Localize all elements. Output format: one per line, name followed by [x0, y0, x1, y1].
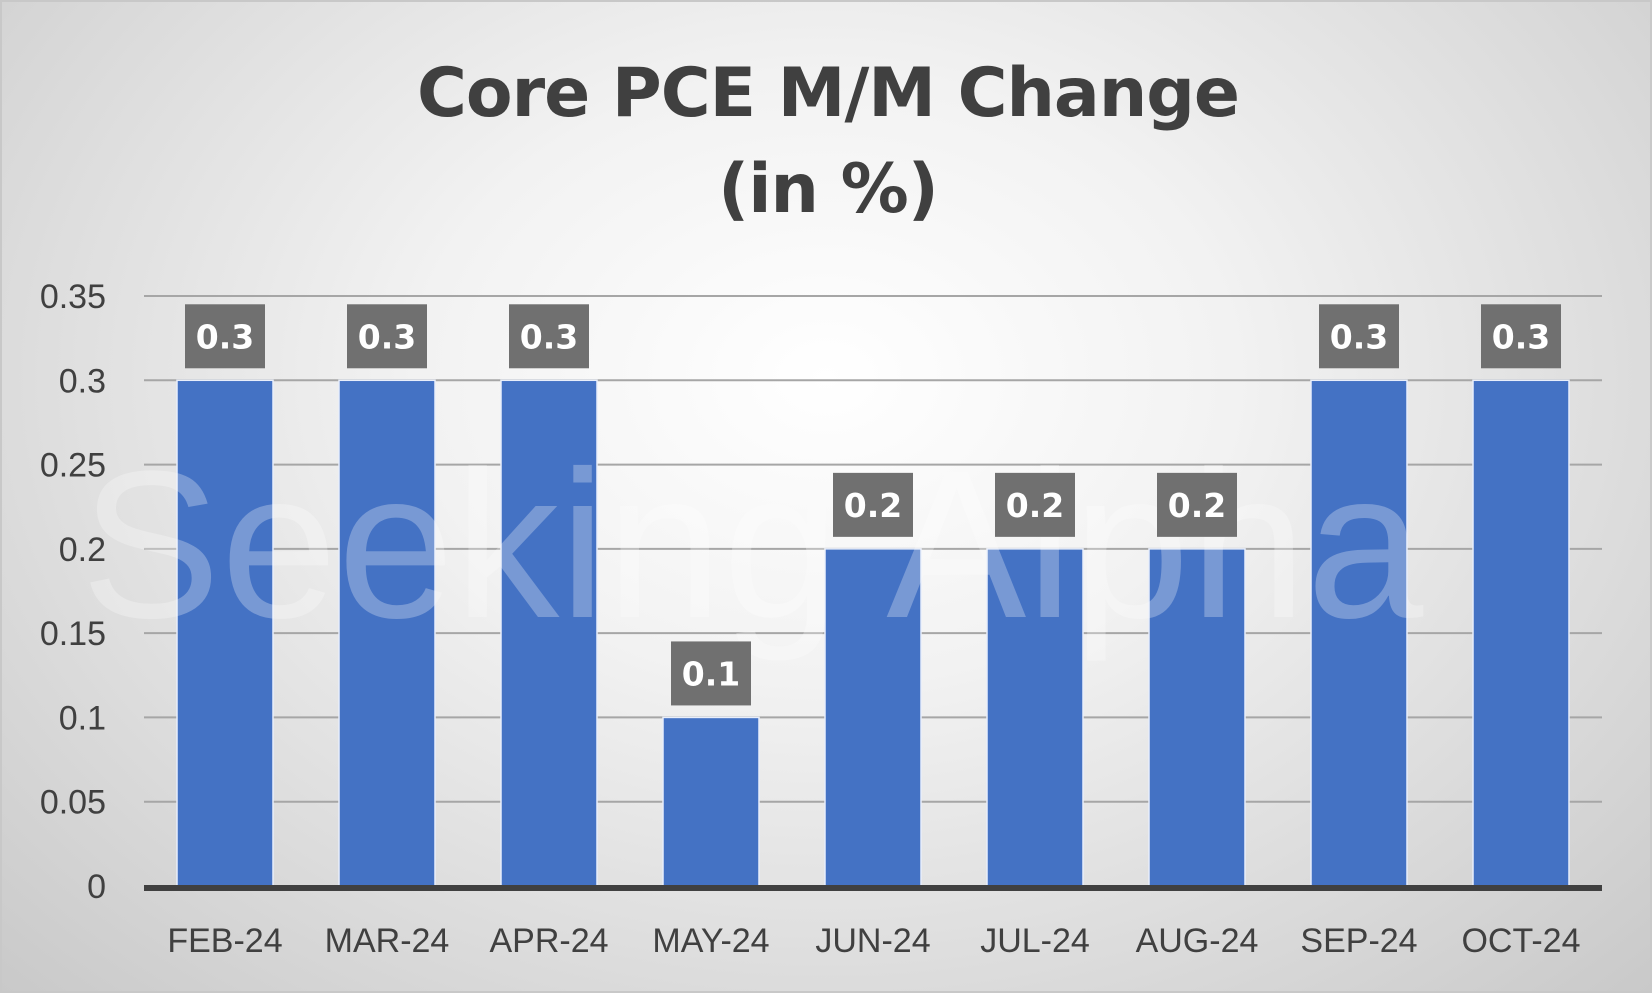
data-label-box — [1157, 472, 1237, 537]
y-tick-label: 0.2 — [59, 531, 106, 569]
data-label: 0.2 — [1006, 486, 1064, 525]
data-label-box — [671, 641, 751, 706]
data-label: 0.2 — [1168, 486, 1226, 525]
x-tick-label: MAY-24 — [652, 922, 769, 960]
data-label-box — [509, 304, 589, 369]
data-label: 0.3 — [196, 317, 254, 356]
y-tick-label: 0.3 — [59, 362, 106, 400]
x-tick-label: AUG-24 — [1136, 922, 1259, 960]
bar — [1148, 548, 1246, 887]
data-label-box — [833, 472, 913, 537]
y-tick-label: 0.25 — [40, 447, 106, 485]
data-label: 0.3 — [1492, 317, 1550, 356]
x-tick-label: JUN-24 — [815, 922, 930, 960]
x-tick-label: FEB-24 — [167, 922, 282, 960]
chart-title-line-1: Core PCE M/M Change — [416, 54, 1240, 133]
data-label: 0.2 — [844, 486, 902, 525]
watermark-text: Seeking Alpha — [81, 427, 1424, 662]
y-tick-label: 0.1 — [59, 699, 106, 737]
data-label: 0.3 — [358, 317, 416, 356]
data-label: 0.1 — [682, 654, 740, 693]
bar — [1310, 379, 1408, 887]
y-tick-label: 0.05 — [40, 784, 106, 822]
x-axis-ticks: FEB-24 MAR-24 APR-24 MAY-24 JUN-24 JUL-24 AUG-… — [167, 922, 1580, 960]
bars — [176, 379, 1570, 887]
y-axis-ticks: 0 0.05 0.1 0.15 0.2 0.25 0.3 0.35 — [40, 278, 106, 906]
bar — [662, 716, 760, 887]
data-label: 0.3 — [1330, 317, 1388, 356]
chart-title-line-2: (in %) — [718, 150, 939, 229]
bar — [500, 379, 598, 887]
data-label-box — [347, 304, 427, 369]
data-label-box — [1319, 304, 1399, 369]
data-label: 0.3 — [520, 317, 578, 356]
bar — [338, 379, 436, 887]
data-label-box — [1481, 304, 1561, 369]
y-tick-label: 0.35 — [40, 278, 106, 316]
x-tick-label: SEP-24 — [1300, 922, 1417, 960]
x-tick-label: OCT-24 — [1461, 922, 1580, 960]
y-tick-label: 0 — [87, 868, 106, 906]
bar — [1472, 379, 1570, 887]
data-labels: 0.3 0.3 0.3 0.1 0.2 0.2 0.2 0.3 0.3 — [185, 304, 1561, 706]
x-tick-label: APR-24 — [489, 922, 608, 960]
bar — [176, 379, 274, 887]
data-label-box — [995, 472, 1075, 537]
data-label-box — [185, 304, 265, 369]
x-tick-label: MAR-24 — [325, 922, 450, 960]
chart-title: Core PCE M/M Change (in %) — [2, 46, 1652, 238]
y-tick-label: 0.15 — [40, 615, 106, 653]
bar — [824, 548, 922, 887]
x-tick-label: JUL-24 — [980, 922, 1090, 960]
